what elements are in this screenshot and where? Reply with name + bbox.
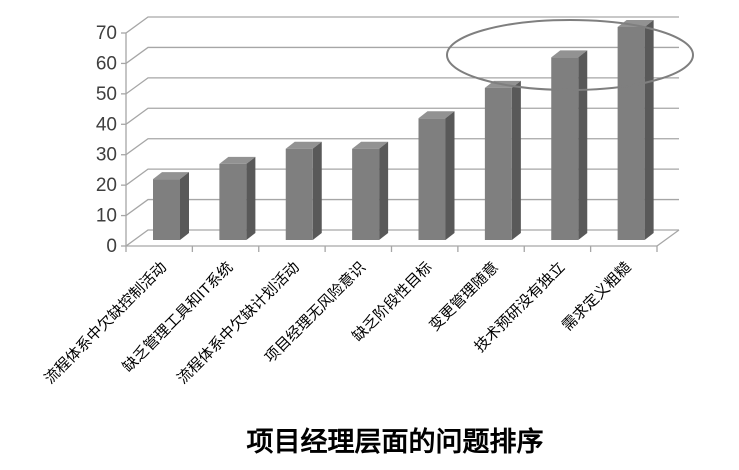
category-labels: 流程体系中欠缺控制活动缺乏管理工具和IT系统流程体系中欠缺计划活动项目经理无风险…: [41, 258, 634, 387]
bar: [352, 141, 389, 240]
y-tick-label: 20: [96, 175, 117, 196]
bar-top-face: [551, 50, 588, 58]
bar-top-face: [153, 172, 189, 180]
gridline: [125, 198, 679, 217]
y-tick-label: 0: [106, 236, 117, 257]
bar-front-face: [285, 148, 313, 240]
gridline: [125, 138, 679, 156]
chart-title: 项目经理层面的问题排序: [247, 426, 544, 457]
bar-side-face: [644, 20, 654, 240]
bar: [153, 172, 189, 240]
bar-front-face: [551, 57, 579, 240]
bar-side-face: [511, 80, 521, 240]
y-axis-labels: 0 10 20 30 40 50 60 70: [96, 23, 117, 257]
bar-side-face: [379, 141, 389, 240]
bar-side-face: [445, 111, 455, 241]
bar-front-face: [484, 87, 512, 240]
y-tick-label: 10: [96, 206, 117, 227]
bar-top-face: [418, 111, 455, 119]
category-label: 变更管理随意: [426, 258, 502, 334]
bar-side-face: [312, 141, 322, 240]
axes: [121, 32, 680, 252]
bar-front-face: [219, 163, 247, 240]
bar-side-face: [180, 172, 189, 240]
gridline: [125, 229, 679, 247]
bars: [153, 20, 654, 241]
gridline: [125, 46, 679, 64]
y-tick-label: 60: [96, 53, 117, 74]
gridline: [125, 107, 679, 125]
y-tick-label: 70: [96, 23, 117, 44]
bar-front-face: [352, 148, 380, 240]
bar-side-face: [578, 50, 588, 240]
bar-side-face: [246, 156, 256, 240]
bar: [418, 111, 455, 241]
bar: [551, 50, 588, 240]
y-tick-label: 40: [96, 114, 117, 135]
bar-top-face: [617, 20, 654, 27]
bar: [285, 141, 322, 240]
bar-top-face: [285, 141, 322, 149]
bar-front-face: [153, 179, 180, 240]
bar: [219, 156, 256, 240]
gridline: [125, 77, 679, 95]
y-tick-label: 30: [96, 145, 117, 166]
highlight-ellipse: [446, 19, 694, 91]
bar-top-face: [219, 156, 256, 164]
category-label: 流程体系中欠缺控制活动: [41, 259, 170, 388]
bar-top-face: [352, 141, 389, 149]
floor-right-edge: [656, 229, 680, 247]
bar-front-face: [617, 27, 645, 240]
gridline: [125, 168, 679, 186]
category-label: 缺乏管理工具和IT系统: [119, 259, 236, 376]
category-label: 流程体系中欠缺计划活动: [174, 259, 303, 388]
bar: [484, 80, 521, 240]
gridline: [125, 16, 679, 34]
y-tick-label: 50: [96, 84, 117, 105]
bar: [617, 20, 654, 240]
gridlines: [125, 16, 679, 247]
bar-front-face: [418, 118, 446, 240]
category-label: 需求定义粗糙: [559, 259, 635, 335]
